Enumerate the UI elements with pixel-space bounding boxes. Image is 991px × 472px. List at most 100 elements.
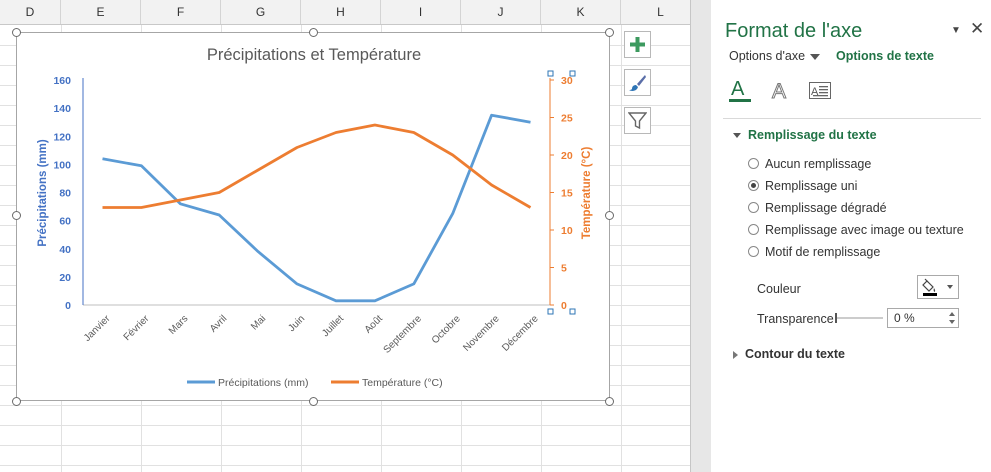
x-tick-label: Octobre [430,313,463,346]
y-left-tick-label: 160 [53,75,71,87]
y-left-tick-label: 120 [53,131,71,143]
y-left-tick-label: 140 [53,103,71,115]
tab-axis-options[interactable]: Options d'axe [729,49,821,63]
y-left-tick-label: 0 [65,300,71,312]
transparency-label: Transparence [757,312,834,326]
section-text-fill[interactable]: Remplissage du texte [733,128,877,142]
chart-resize-handle-bottom-right[interactable] [605,397,614,406]
x-tick-label: Juin [286,313,307,334]
pane-separator [723,118,981,119]
transparency-slider[interactable] [835,313,883,323]
column-header-bar: D E F G H I J K L [0,0,690,25]
section-text-outline[interactable]: Contour du texte [733,347,845,361]
chart-resize-handle-left[interactable] [12,211,21,220]
chevron-down-icon [810,53,821,60]
radio-button[interactable] [748,202,759,213]
y-right-tick-label: 5 [561,263,567,275]
radio-button[interactable] [748,224,759,235]
x-tick-label: Juillet [320,313,346,339]
transparency-spinbox[interactable]: 0 % [887,308,959,328]
secondary-axis-handle-top-right[interactable] [569,70,576,77]
pane-options-dropdown[interactable]: ▼ [951,25,961,36]
radio-solid-fill-label: Remplissage uni [765,179,858,193]
chart-title[interactable]: Précipitations et Température [207,46,421,64]
column-header-j[interactable]: J [461,0,541,24]
chart-resize-handle-top-left[interactable] [12,28,21,37]
expanded-triangle-icon [733,133,741,139]
column-header-e[interactable]: E [61,0,141,24]
y-right-axis-title[interactable]: Température (°C) [581,147,593,240]
chart-resize-handle-right[interactable] [605,211,614,220]
radio-button[interactable] [748,158,759,169]
paint-bucket-icon [922,278,953,296]
secondary-axis-selection[interactable] [547,70,576,315]
chart-legend[interactable]: Précipitations (mm) Température (°C) [187,377,443,389]
y-left-tick-label: 40 [59,244,71,256]
y-left-tick-label: 20 [59,272,71,284]
grid-row-line [0,465,690,466]
x-tick-label: Novembre [461,313,502,354]
column-header-f[interactable]: F [141,0,221,24]
text-box-icon: A [809,82,831,99]
column-header-g[interactable]: G [221,0,301,24]
y-right-tick-label: 20 [561,150,573,162]
pane-splitter[interactable] [690,0,711,472]
y-left-axis-title[interactable]: Précipitations (mm) [37,139,49,247]
tab-text-options[interactable]: Options de texte [836,49,934,63]
radio-pattern-fill[interactable]: Motif de remplissage [748,244,880,260]
section-text-fill-label: Remplissage du texte [748,128,877,142]
series-line-precipitation[interactable] [102,113,531,303]
column-header-i[interactable]: I [381,0,461,24]
chart-elements-button[interactable] [624,31,651,58]
x-tick-label: Septembre [382,313,425,356]
x-tick-label: Décembre [500,313,541,354]
secondary-axis-handle-top[interactable] [547,70,554,77]
radio-no-fill-label: Aucun remplissage [765,157,872,171]
text-effects-tab[interactable]: A [769,78,793,104]
radio-no-fill[interactable]: Aucun remplissage [748,156,871,172]
y-right-tick-label: 30 [561,75,573,87]
chart-area[interactable]: Précipitations et Température 0 20 40 60 80 1… [16,32,610,401]
svg-text:A: A [772,80,786,103]
chart-canvas: Précipitations et Température 0 20 40 60 80 1… [37,46,593,389]
column-header-l[interactable]: L [621,0,690,24]
radio-button-selected[interactable] [748,180,759,191]
color-picker-button[interactable] [917,275,959,299]
color-label: Couleur [757,282,801,296]
grid-row-line [0,445,690,446]
legend-label-precipitation: Précipitations (mm) [218,377,308,389]
column-header-h[interactable]: H [301,0,381,24]
chart-filters-button[interactable] [624,107,651,134]
secondary-axis-handle-bottom[interactable] [547,308,554,315]
column-header-k[interactable]: K [541,0,621,24]
y-left-tick-label: 60 [59,216,71,228]
series-line-temperature[interactable] [102,123,532,209]
grid-row-line [0,425,690,426]
y-left-tick-label: 100 [53,159,71,171]
plus-icon [630,37,645,52]
x-tick-label: Février [122,313,152,343]
pane-title: Format de l'axe [725,20,863,42]
radio-gradient-fill[interactable]: Remplissage dégradé [748,200,887,216]
chart-resize-handle-top-right[interactable] [605,28,614,37]
secondary-axis-handle-bottom-right[interactable] [569,308,576,315]
radio-button[interactable] [748,246,759,257]
text-box-tab[interactable]: A [808,78,832,104]
radio-solid-fill[interactable]: Remplissage uni [748,178,857,194]
spin-arrows-icon[interactable] [948,310,956,326]
radio-picture-fill-label: Remplissage avec image ou texture [765,223,964,237]
text-fill-outline-tab[interactable]: A [728,78,752,104]
pane-close-button[interactable]: ✕ [970,19,985,38]
x-tick-label: Mars [167,313,191,337]
y-right-tick-label: 0 [561,300,567,312]
radio-picture-fill[interactable]: Remplissage avec image ou texture [748,222,964,238]
chart-resize-handle-bottom-left[interactable] [12,397,21,406]
y-right-tick-label: 25 [561,113,573,125]
text-effects-icon: A [772,80,787,104]
svg-text:A: A [731,78,745,100]
chart-styles-button[interactable] [624,69,651,96]
chart-resize-handle-bottom[interactable] [309,397,318,406]
x-tick-label: Janvier [82,313,113,344]
chart-resize-handle-top[interactable] [309,28,318,37]
column-header-d[interactable]: D [0,0,61,24]
